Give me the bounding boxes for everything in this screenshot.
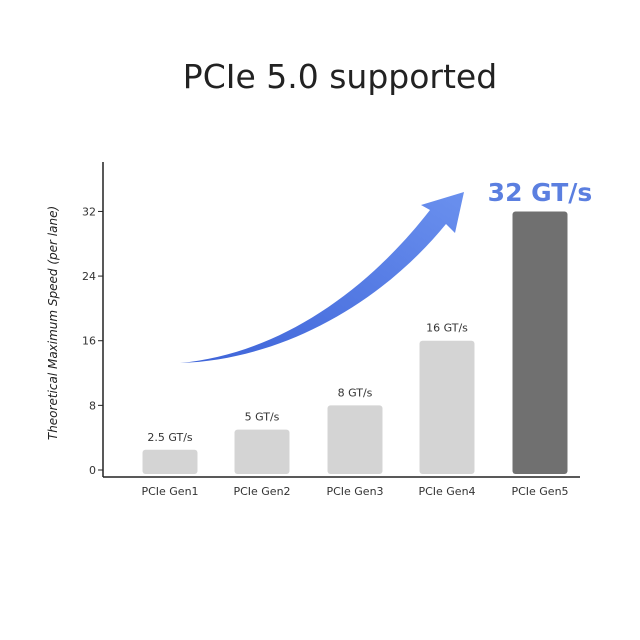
y-tick-label: 8	[89, 399, 96, 412]
y-axis-label: Theoretical Maximum Speed (per lane)	[46, 206, 60, 440]
x-category-labels: PCIe Gen1 PCIe Gen2 PCIe Gen3 PCIe Gen4 PCIe…	[141, 485, 568, 498]
bar	[512, 211, 568, 474]
growth-arrow-icon	[180, 192, 464, 363]
bar	[142, 449, 198, 474]
y-tick-label: 16	[82, 335, 96, 348]
bars: 2.5 GT/s 5 GT/s 8 GT/s 16 GT/s	[142, 211, 568, 474]
x-category-label: PCIe Gen4	[418, 485, 475, 498]
y-tick-label: 32	[82, 205, 96, 218]
bar-value-label: 2.5 GT/s	[147, 431, 193, 444]
y-tick-label: 24	[82, 270, 96, 283]
x-category-label: PCIe Gen2	[233, 485, 290, 498]
bar	[327, 405, 383, 474]
bar	[234, 429, 290, 474]
bar-value-label: 16 GT/s	[426, 322, 468, 335]
highlight-value-label: 32 GT/s	[488, 178, 593, 207]
y-ticks: 0 8 16 24 32	[82, 205, 103, 477]
chart-title: PCIe 5.0 supported	[183, 57, 497, 96]
bar-value-label: 8 GT/s	[338, 386, 373, 399]
x-category-label: PCIe Gen1	[141, 485, 198, 498]
x-category-label: PCIe Gen5	[511, 485, 568, 498]
bar-value-label: 5 GT/s	[245, 411, 280, 424]
bar	[419, 340, 475, 474]
x-category-label: PCIe Gen3	[326, 485, 383, 498]
y-tick-label: 0	[89, 464, 96, 477]
